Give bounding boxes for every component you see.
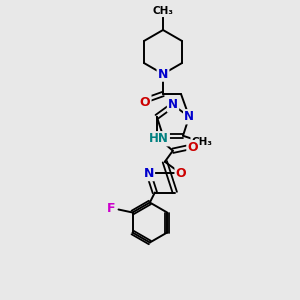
Text: N: N: [168, 98, 178, 112]
Text: F: F: [107, 202, 116, 215]
Text: O: O: [140, 95, 150, 109]
Text: CH₃: CH₃: [191, 137, 212, 147]
Text: N: N: [158, 68, 168, 80]
Text: HN: HN: [149, 132, 169, 145]
Text: N: N: [143, 167, 154, 180]
Text: CH₃: CH₃: [152, 6, 173, 16]
Text: N: N: [184, 110, 194, 123]
Text: O: O: [176, 167, 186, 180]
Text: O: O: [188, 141, 198, 154]
